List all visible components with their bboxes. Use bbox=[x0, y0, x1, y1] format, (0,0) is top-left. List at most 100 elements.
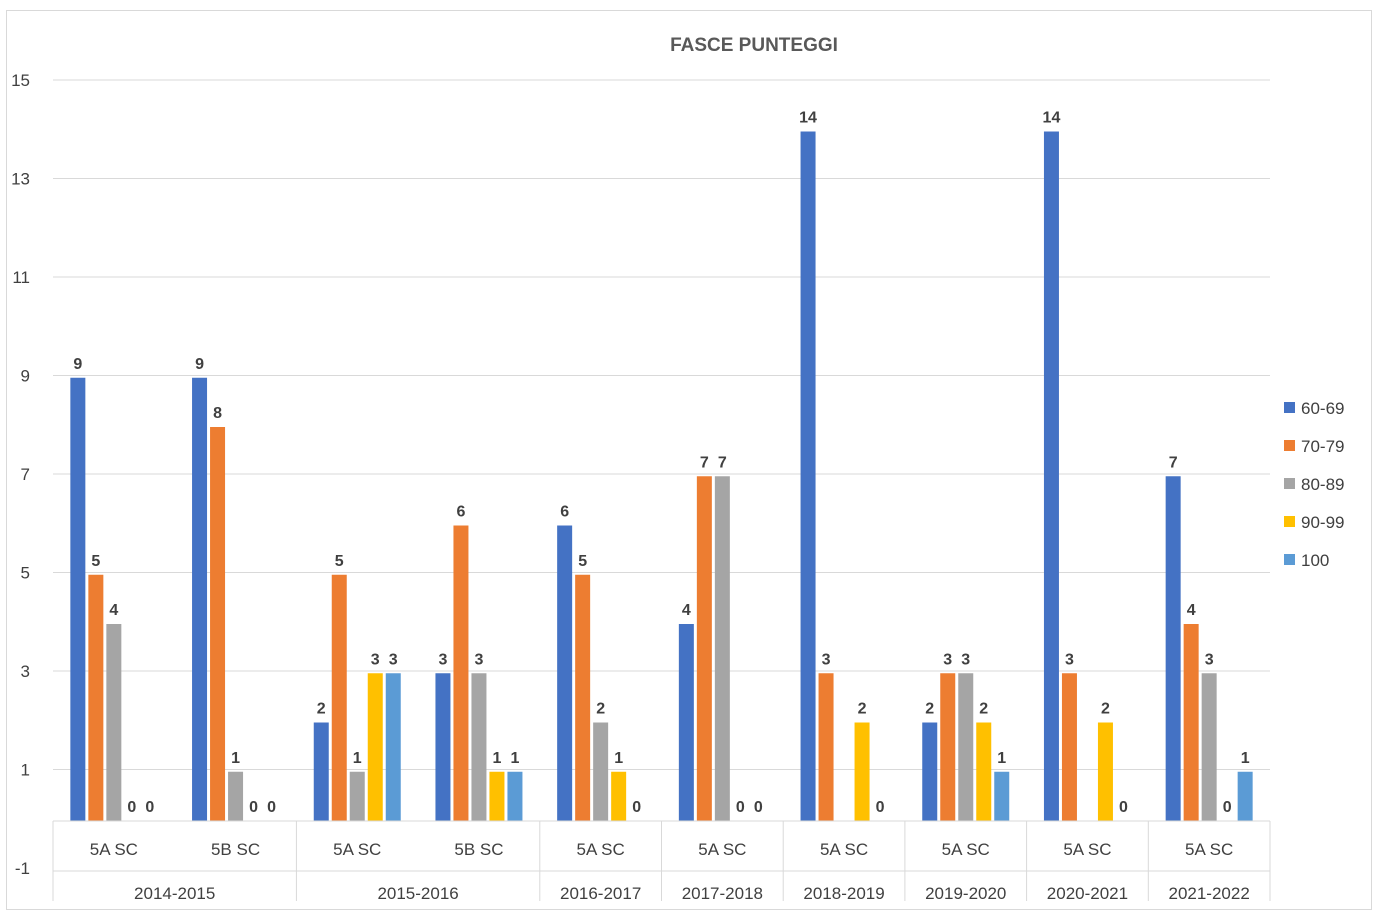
data-label: 14 bbox=[1043, 110, 1061, 127]
data-label: 7 bbox=[700, 454, 709, 471]
data-label: 7 bbox=[718, 454, 727, 471]
bar-60-69-0 bbox=[70, 377, 86, 821]
bar-100-2 bbox=[385, 673, 401, 821]
data-label: 1 bbox=[231, 750, 240, 767]
data-label: 1 bbox=[614, 750, 623, 767]
x-group-label: 2020-2021 bbox=[1047, 884, 1128, 901]
legend-swatch bbox=[1284, 402, 1295, 413]
bar-80-89-5 bbox=[714, 476, 730, 821]
legend-label: 80-89 bbox=[1301, 475, 1344, 494]
x-category-label: 5A SC bbox=[90, 840, 138, 859]
data-label: 1 bbox=[510, 750, 519, 767]
bar-70-79-1 bbox=[210, 427, 226, 821]
data-label: 3 bbox=[1205, 651, 1214, 668]
y-tick-label: -1 bbox=[15, 859, 30, 878]
legend-label: 90-99 bbox=[1301, 513, 1344, 532]
bar-100-7 bbox=[994, 771, 1010, 821]
bar-80-89-0 bbox=[106, 624, 122, 821]
data-label: 1 bbox=[492, 750, 501, 767]
bar-80-89-4 bbox=[593, 722, 609, 821]
data-label: 6 bbox=[560, 504, 569, 521]
data-label: 2 bbox=[925, 701, 934, 718]
bar-70-79-3 bbox=[453, 525, 469, 821]
bar-100-9 bbox=[1237, 771, 1253, 821]
bar-60-69-4 bbox=[557, 525, 573, 821]
y-tick-label: 5 bbox=[21, 564, 30, 583]
y-tick-label: 11 bbox=[12, 268, 30, 287]
bar-60-69-5 bbox=[678, 624, 694, 821]
bar-90-99-2 bbox=[367, 673, 383, 821]
data-label: 3 bbox=[438, 651, 447, 668]
data-label: 6 bbox=[456, 504, 465, 521]
x-group-label: 2017-2018 bbox=[682, 884, 763, 901]
y-tick-label: 1 bbox=[21, 761, 30, 780]
x-group-label: 2021-2022 bbox=[1168, 884, 1249, 901]
data-label: 4 bbox=[682, 602, 691, 619]
data-label: 0 bbox=[1223, 799, 1232, 816]
data-label: 0 bbox=[754, 799, 763, 816]
x-group-label: 2014-2015 bbox=[134, 884, 215, 901]
legend-label: 70-79 bbox=[1301, 437, 1344, 456]
bar-90-99-8 bbox=[1097, 722, 1113, 821]
bar-80-89-2 bbox=[349, 771, 365, 821]
bar-60-69-6 bbox=[800, 131, 816, 821]
y-tick-label: 13 bbox=[11, 170, 30, 189]
bar-70-79-9 bbox=[1183, 624, 1199, 821]
bar-80-89-1 bbox=[228, 771, 244, 821]
data-label: 5 bbox=[578, 553, 587, 570]
data-label: 0 bbox=[249, 799, 258, 816]
data-label: 7 bbox=[1169, 454, 1178, 471]
data-label: 3 bbox=[943, 651, 952, 668]
x-group-label: 2015-2016 bbox=[377, 884, 458, 901]
x-category-label: 5A SC bbox=[1185, 840, 1233, 859]
data-label: 2 bbox=[317, 701, 326, 718]
legend-swatch bbox=[1284, 516, 1295, 527]
bar-70-79-4 bbox=[575, 574, 591, 821]
data-label: 3 bbox=[474, 651, 483, 668]
x-group-label: 2019-2020 bbox=[925, 884, 1006, 901]
bar-70-79-8 bbox=[1061, 673, 1077, 821]
data-label: 5 bbox=[335, 553, 344, 570]
data-label: 9 bbox=[73, 356, 82, 373]
data-label: 1 bbox=[1241, 750, 1250, 767]
bar-70-79-6 bbox=[818, 673, 834, 821]
bar-100-3 bbox=[507, 771, 523, 821]
bar-80-89-3 bbox=[471, 673, 487, 821]
bar-70-79-5 bbox=[696, 476, 712, 821]
legend-swatch bbox=[1284, 478, 1295, 489]
data-label: 1 bbox=[997, 750, 1006, 767]
legend-swatch bbox=[1284, 440, 1295, 451]
bar-60-69-7 bbox=[922, 722, 938, 821]
legend-label: 100 bbox=[1301, 551, 1329, 570]
x-category-label: 5B SC bbox=[211, 840, 260, 859]
x-category-label: 5A SC bbox=[942, 840, 990, 859]
data-label: 4 bbox=[1187, 602, 1196, 619]
data-label: 0 bbox=[736, 799, 745, 816]
bar-90-99-4 bbox=[611, 771, 627, 821]
y-tick-label: 9 bbox=[21, 367, 30, 386]
bars bbox=[70, 131, 1253, 821]
data-label: 0 bbox=[1119, 799, 1128, 816]
bar-70-79-0 bbox=[88, 574, 104, 821]
data-label: 2 bbox=[596, 701, 605, 718]
bar-70-79-2 bbox=[331, 574, 347, 821]
data-label: 3 bbox=[1065, 651, 1074, 668]
data-label: 2 bbox=[979, 701, 988, 718]
data-label: 0 bbox=[267, 799, 276, 816]
legend-label: 60-69 bbox=[1301, 399, 1344, 418]
legend-swatch bbox=[1284, 554, 1295, 565]
y-tick-label: 3 bbox=[21, 662, 30, 681]
data-label: 3 bbox=[389, 651, 398, 668]
data-label: 3 bbox=[961, 651, 970, 668]
x-category-label: 5A SC bbox=[1063, 840, 1111, 859]
bar-60-69-3 bbox=[435, 673, 451, 821]
data-label: 8 bbox=[213, 405, 222, 422]
bar-60-69-1 bbox=[192, 377, 208, 821]
x-category-label: 5A SC bbox=[820, 840, 868, 859]
bar-90-99-3 bbox=[489, 771, 505, 821]
data-label: 2 bbox=[1101, 701, 1110, 718]
data-label: 0 bbox=[145, 799, 154, 816]
